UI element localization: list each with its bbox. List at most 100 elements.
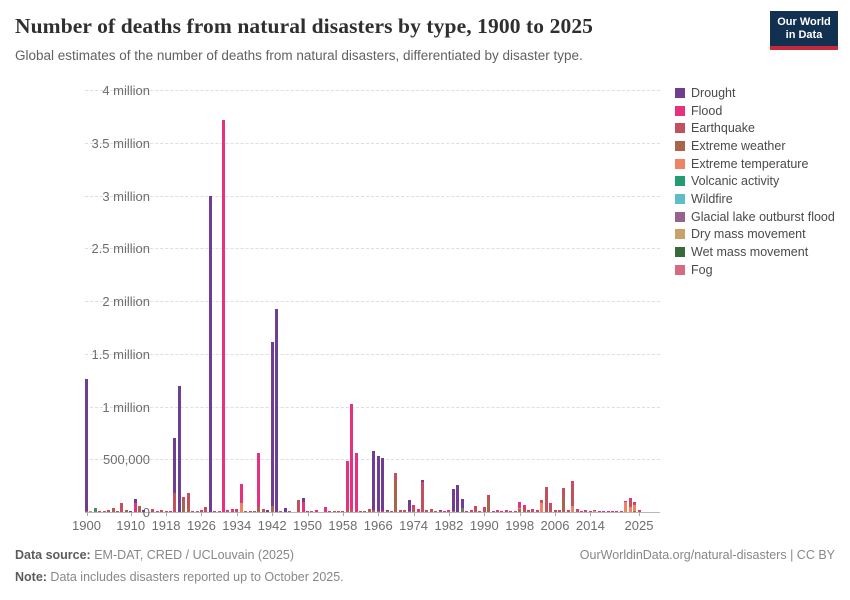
bar-1994[interactable]	[500, 511, 504, 512]
bar-1916[interactable]	[155, 510, 159, 512]
bar-1907[interactable]	[115, 510, 119, 512]
bar-1901[interactable]	[89, 510, 93, 512]
bar-1996[interactable]	[509, 510, 513, 512]
bar-1962[interactable]	[359, 510, 363, 512]
legend-item-wet_mass[interactable]: Wet mass movement	[675, 243, 835, 261]
bar-1959[interactable]	[345, 461, 349, 512]
bar-1903[interactable]	[98, 511, 102, 512]
bar-1942[interactable]	[270, 342, 274, 512]
legend-item-extreme_weather[interactable]: Extreme weather	[675, 137, 835, 155]
bar-1905[interactable]	[107, 509, 111, 512]
bar-1972[interactable]	[403, 509, 407, 512]
bar-1933[interactable]	[230, 508, 234, 512]
bar-2012[interactable]	[580, 510, 584, 512]
bar-1954[interactable]	[323, 507, 327, 512]
bar-1946[interactable]	[288, 511, 292, 512]
bar-1966[interactable]	[376, 456, 380, 512]
bar-1923[interactable]	[186, 493, 190, 512]
bar-2018[interactable]	[606, 510, 610, 512]
bar-1995[interactable]	[504, 510, 508, 512]
legend-item-extreme_temperature[interactable]: Extreme temperature	[675, 155, 835, 173]
bar-1969[interactable]	[389, 510, 393, 512]
bar-1981[interactable]	[443, 511, 447, 512]
bar-1945[interactable]	[283, 508, 287, 512]
bar-2022[interactable]	[624, 501, 628, 512]
bar-1921[interactable]	[177, 386, 181, 512]
bar-1902[interactable]	[93, 508, 97, 512]
bar-1987[interactable]	[469, 510, 473, 512]
bar-1943[interactable]	[275, 309, 279, 512]
bar-1948[interactable]	[297, 499, 301, 512]
bar-1917[interactable]	[160, 509, 164, 512]
bar-1982[interactable]	[447, 510, 451, 512]
bar-1991[interactable]	[487, 495, 491, 512]
bar-1952[interactable]	[314, 509, 318, 512]
bar-1934[interactable]	[235, 508, 239, 512]
legend-item-dry_mass[interactable]: Dry mass movement	[675, 226, 835, 244]
bar-1999[interactable]	[522, 504, 526, 512]
bar-1973[interactable]	[407, 500, 411, 512]
bar-2025[interactable]	[637, 509, 641, 512]
bar-1913[interactable]	[142, 510, 146, 512]
bar-1990[interactable]	[482, 506, 486, 512]
bar-1900[interactable]	[85, 379, 88, 512]
bar-1908[interactable]	[120, 502, 124, 512]
bar-1912[interactable]	[138, 506, 142, 512]
bar-1958[interactable]	[341, 510, 345, 512]
bar-1950[interactable]	[306, 510, 309, 512]
bar-1920[interactable]	[173, 438, 177, 512]
legend-item-glacial[interactable]: Glacial lake outburst flood	[675, 208, 835, 226]
bar-1974[interactable]	[412, 505, 416, 512]
bar-2010[interactable]	[571, 480, 575, 512]
bar-2019[interactable]	[610, 510, 614, 512]
bar-2006[interactable]	[553, 509, 557, 512]
bar-2021[interactable]	[619, 510, 623, 512]
bar-1924[interactable]	[191, 510, 195, 512]
bar-1931[interactable]	[222, 119, 226, 512]
bar-1915[interactable]	[151, 508, 155, 512]
bar-2016[interactable]	[597, 510, 601, 512]
bar-1910[interactable]	[129, 510, 133, 512]
bar-1976[interactable]	[420, 479, 424, 512]
bar-1988[interactable]	[473, 506, 477, 512]
bar-1983[interactable]	[451, 488, 455, 512]
bar-1928[interactable]	[208, 195, 212, 512]
bar-1989[interactable]	[478, 510, 482, 512]
bar-1949[interactable]	[301, 497, 305, 512]
bar-1909[interactable]	[124, 510, 128, 512]
bar-2009[interactable]	[566, 509, 570, 512]
bar-2008[interactable]	[562, 487, 566, 512]
bar-2014[interactable]	[588, 511, 592, 512]
bar-1963[interactable]	[363, 510, 367, 512]
bar-1998[interactable]	[518, 502, 522, 512]
bar-1922[interactable]	[182, 496, 186, 512]
bar-1944[interactable]	[279, 510, 283, 512]
bar-1957[interactable]	[336, 511, 340, 512]
bar-1932[interactable]	[226, 509, 230, 512]
bar-1906[interactable]	[111, 507, 115, 512]
legend-item-drought[interactable]: Drought	[675, 84, 835, 102]
bar-2013[interactable]	[584, 510, 588, 512]
bar-1927[interactable]	[204, 507, 208, 512]
bar-1939[interactable]	[257, 453, 261, 512]
bar-2017[interactable]	[602, 510, 606, 512]
bar-2002[interactable]	[535, 509, 539, 512]
bar-1984[interactable]	[456, 484, 460, 512]
bar-1970[interactable]	[394, 472, 398, 512]
bar-1925[interactable]	[195, 511, 199, 512]
bar-2020[interactable]	[615, 510, 619, 512]
bar-1965[interactable]	[372, 450, 376, 512]
bar-1985[interactable]	[460, 498, 464, 512]
bar-2000[interactable]	[527, 510, 530, 512]
bar-1940[interactable]	[261, 508, 265, 512]
bar-1960[interactable]	[350, 403, 354, 512]
legend-item-fog[interactable]: Fog	[675, 261, 835, 279]
bar-2011[interactable]	[575, 509, 579, 512]
bar-1938[interactable]	[252, 510, 256, 512]
legend-item-wildfire[interactable]: Wildfire	[675, 190, 835, 208]
bar-1967[interactable]	[381, 458, 385, 512]
bar-1997[interactable]	[513, 511, 517, 512]
bar-1992[interactable]	[491, 510, 495, 512]
legend-item-flood[interactable]: Flood	[675, 102, 835, 120]
bar-1904[interactable]	[102, 511, 106, 512]
